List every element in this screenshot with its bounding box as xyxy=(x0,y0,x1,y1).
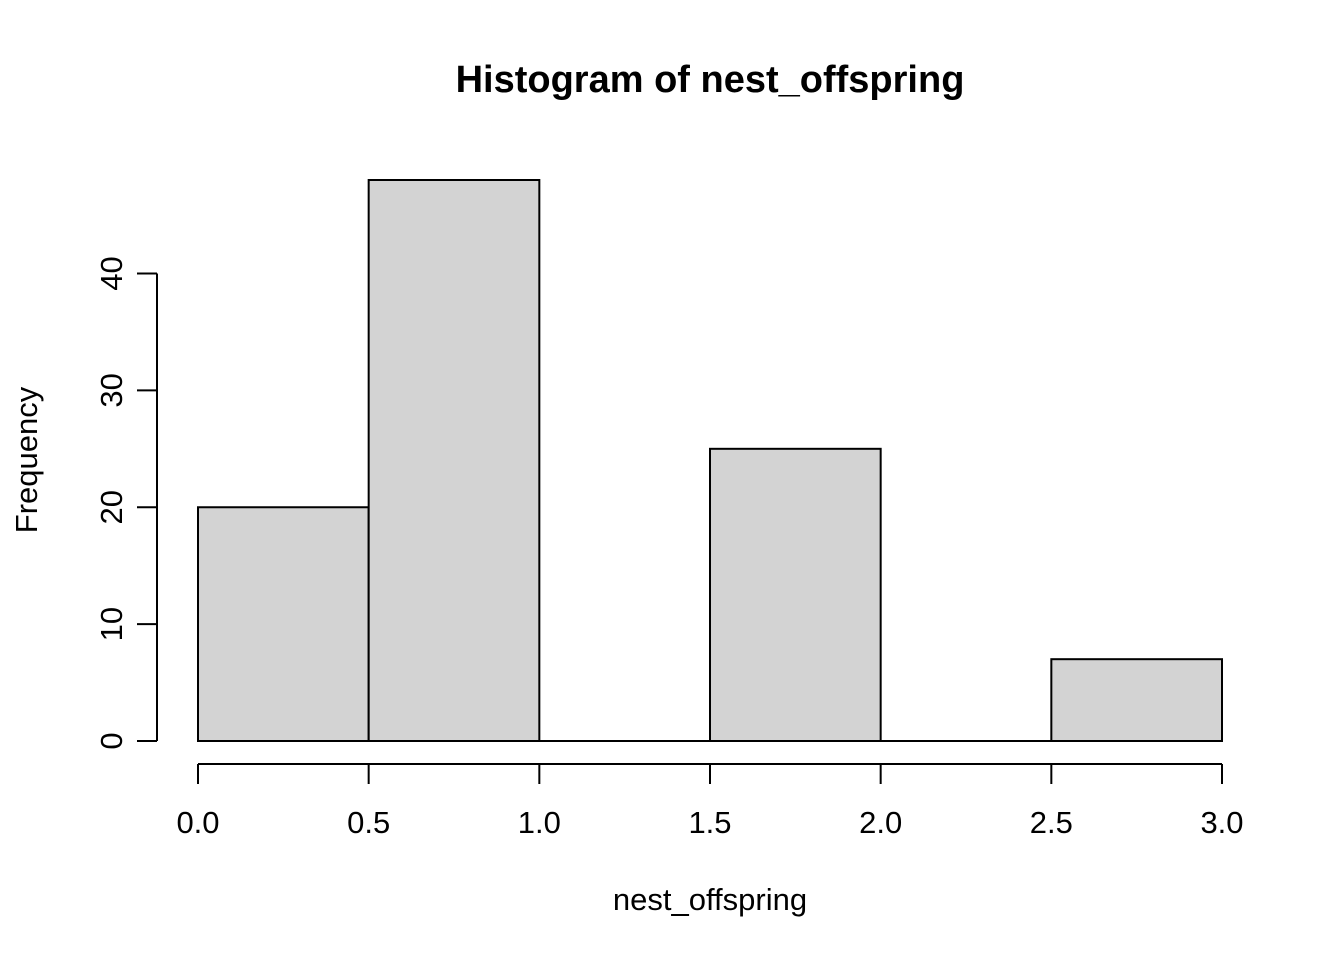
histogram-bar xyxy=(197,506,370,742)
x-tick-label: 1.0 xyxy=(518,805,561,840)
x-tick-label: 2.0 xyxy=(859,805,902,840)
histogram-bar xyxy=(1050,658,1224,742)
y-tick-label: 20 xyxy=(94,490,129,524)
histogram-bar xyxy=(367,179,541,742)
x-tick-label: 1.5 xyxy=(688,805,731,840)
y-tick-label: 0 xyxy=(94,732,129,749)
histogram-bar xyxy=(709,447,882,742)
y-tick-label: 10 xyxy=(94,607,129,641)
x-tick-label: 0.0 xyxy=(176,805,219,840)
x-tick-label: 3.0 xyxy=(1200,805,1243,840)
x-tick-label: 2.5 xyxy=(1030,805,1073,840)
y-axis: 0 10 20 30 40 xyxy=(94,256,158,750)
x-axis-label: nest_offspring xyxy=(613,882,807,917)
y-tick-label: 40 xyxy=(94,256,129,290)
chart-title: Histogram of nest_offspring xyxy=(456,59,965,101)
y-axis-label: Frequency xyxy=(9,386,44,533)
x-axis: 0.0 0.5 1.0 1.5 2.0 2.5 3.0 xyxy=(176,763,1244,840)
y-tick-label: 30 xyxy=(94,373,129,407)
x-tick-label: 0.5 xyxy=(347,805,390,840)
bars-group xyxy=(197,179,1224,742)
